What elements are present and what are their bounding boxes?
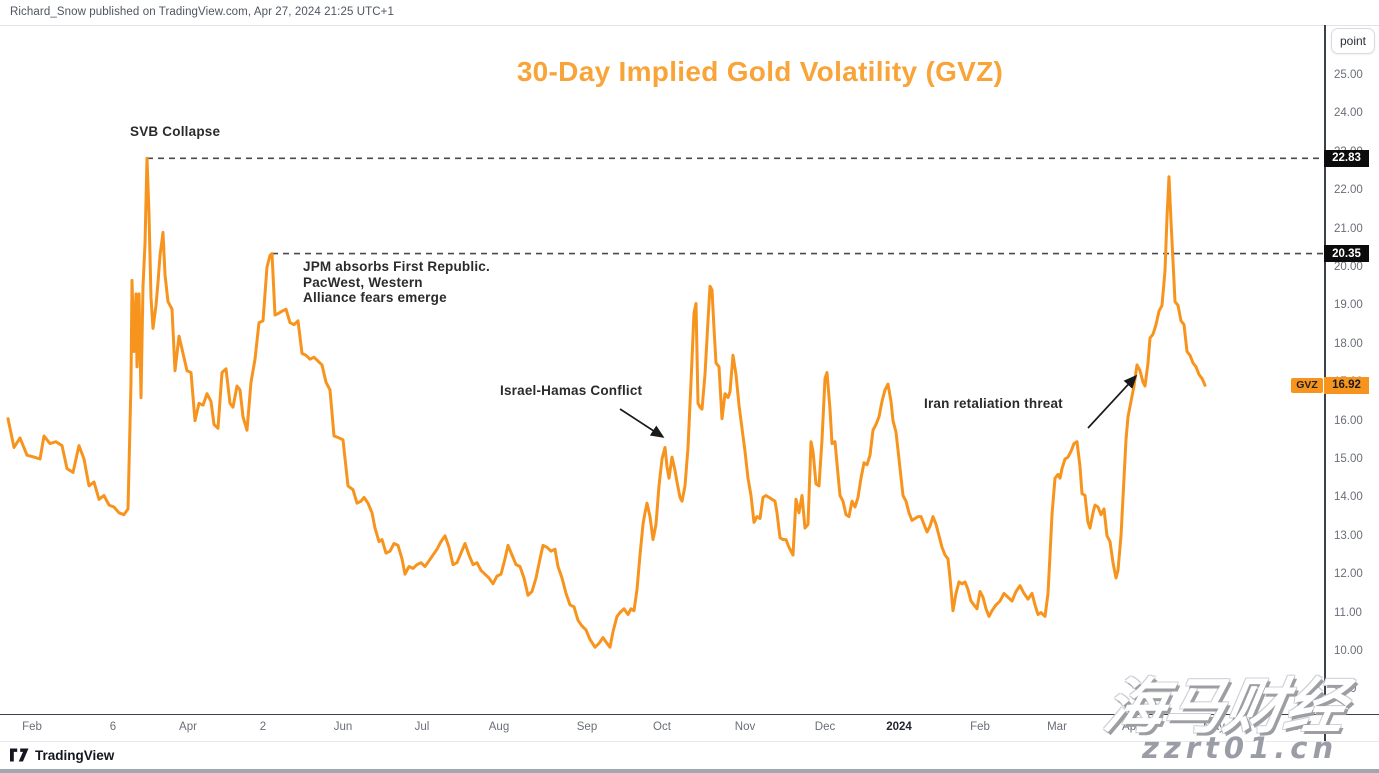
price-tick: 11.00 <box>1334 606 1362 619</box>
price-tick: 12.00 <box>1334 568 1363 581</box>
time-label-6: 6 <box>109 721 117 733</box>
annotation-svb-collapse: SVB Collapse <box>130 124 221 139</box>
price-tick: 13.00 <box>1334 529 1363 542</box>
annotation-jpm-line1: JPM absorbs First Republic. <box>303 259 490 274</box>
annotation-jpm-first-republic: JPM absorbs First Republic. PacWest, Wes… <box>303 259 490 306</box>
last-price-tag: 16.92 <box>1324 376 1369 394</box>
gvz-line-series <box>6 156 1207 649</box>
time-label-2024: 2024 <box>886 721 912 733</box>
attribution-text: Richard_Snow published on TradingView.co… <box>10 6 394 18</box>
time-label-aug: Aug <box>488 721 510 733</box>
tradingview-footer-label: TradingView <box>35 747 115 763</box>
annotation-israel-hamas: Israel-Hamas Conflict <box>500 383 643 398</box>
time-label-apr: Apr <box>179 721 197 733</box>
price-unit-button[interactable]: point <box>1331 28 1375 54</box>
time-label-mar: Mar <box>1047 721 1067 733</box>
time-label-jun: Jun <box>333 721 353 733</box>
chart-title: 30-Day Implied Gold Volatility (GVZ) <box>516 56 1004 87</box>
price-tick: 22.00 <box>1334 184 1363 197</box>
time-label-2: 2 <box>259 721 267 733</box>
time-label-dec: Dec <box>814 721 836 733</box>
series-badge-gvz: GVZ <box>1291 377 1323 393</box>
time-label-feb: Feb <box>22 721 42 733</box>
price-level-tag-22-83: 22.83 <box>1324 149 1369 167</box>
price-tick: 15.00 <box>1334 453 1363 465</box>
time-label-feb: Feb <box>970 721 990 733</box>
price-tick: 16.00 <box>1334 414 1363 427</box>
annotation-arrows <box>619 374 1138 438</box>
price-tick: 25.00 <box>1334 69 1363 81</box>
price-tick: 20.00 <box>1334 261 1363 273</box>
price-tick: 14.00 <box>1334 491 1363 504</box>
watermark-domain-text: zzrt01.cn <box>1142 731 1339 765</box>
annotation-iran-retaliation: Iran retaliation threat <box>924 396 1063 411</box>
time-label-apr: Apr <box>1122 721 1140 733</box>
price-level-tag-20-35: 20.35 <box>1324 245 1369 263</box>
time-label-jul: Jul <box>414 721 430 733</box>
tradingview-logo-icon <box>10 748 29 762</box>
dashed-level-lines <box>147 157 1325 255</box>
price-tick: 21.00 <box>1334 222 1363 235</box>
time-label-nov: Nov <box>734 721 756 733</box>
price-tick: 24.00 <box>1334 107 1363 120</box>
price-tick: 19.00 <box>1334 299 1363 312</box>
time-label-may: May <box>1203 721 1225 733</box>
israel-hamas-arrow <box>619 408 665 438</box>
top-divider <box>0 25 1379 26</box>
price-tick: 18.00 <box>1334 337 1363 350</box>
x-axis-line <box>0 714 1379 715</box>
iran-threat-arrow <box>1087 374 1138 429</box>
time-label-oct: Oct <box>653 721 671 733</box>
tradingview-footer-link[interactable]: TradingView <box>10 747 114 763</box>
annotation-jpm-line3: Alliance fears emerge <box>303 290 447 305</box>
price-tick: 10.00 <box>1334 645 1363 657</box>
price-tick: 9.00 <box>1334 683 1357 696</box>
time-label-jun: Jun <box>1283 721 1303 733</box>
time-label-sep: Sep <box>576 721 598 733</box>
window-bottom-strip <box>0 769 1379 773</box>
bottom-divider <box>0 741 1379 742</box>
annotation-jpm-line2: PacWest, Western <box>303 274 423 290</box>
